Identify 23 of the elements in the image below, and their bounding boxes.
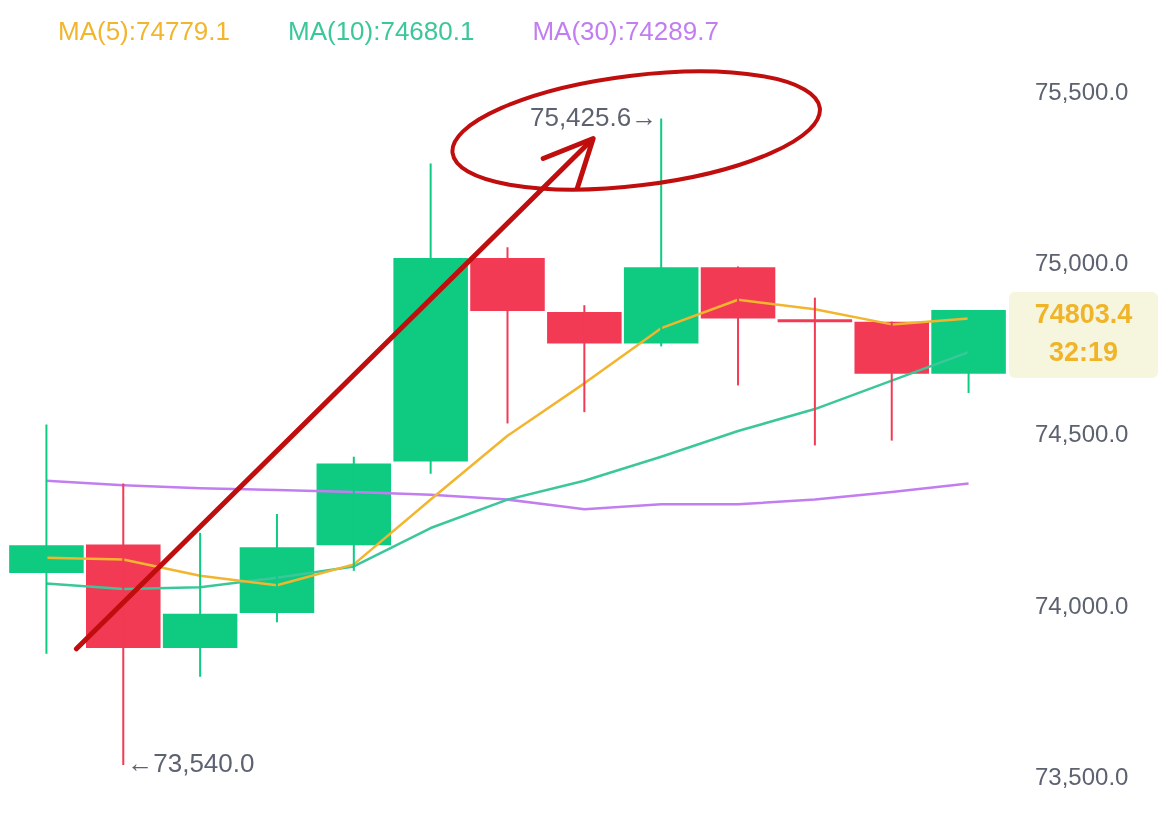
candlestick [393, 162, 468, 475]
y-tick-label: 75,500.0 [1035, 77, 1129, 105]
y-tick-label: 73,500.0 [1035, 763, 1129, 791]
candlestick [239, 512, 315, 624]
y-tick-label: 74,000.0 [1035, 591, 1129, 619]
candlestick [470, 246, 545, 425]
candlestick [777, 296, 853, 447]
y-tick-label: 74,500.0 [1035, 420, 1129, 448]
text: MA(5):74779.1 [58, 16, 230, 47]
y-tick-label: 75,000.0 [1035, 249, 1129, 277]
text: 32:19 [1048, 337, 1119, 368]
annotation: ←73,540.0 [127, 748, 255, 779]
candlestick [547, 304, 622, 414]
annotation: 75,425.6→ [529, 101, 658, 132]
text: MA(10):74680.1 [287, 16, 475, 47]
candlestick [162, 531, 238, 678]
text: 74803.4 [1034, 299, 1133, 330]
candlestick [931, 308, 1006, 394]
candlestick [9, 423, 84, 655]
candlestick [700, 265, 776, 387]
candlestick [854, 320, 929, 442]
text: MA(30):74289.7 [532, 16, 719, 47]
candlestick [316, 455, 392, 572]
